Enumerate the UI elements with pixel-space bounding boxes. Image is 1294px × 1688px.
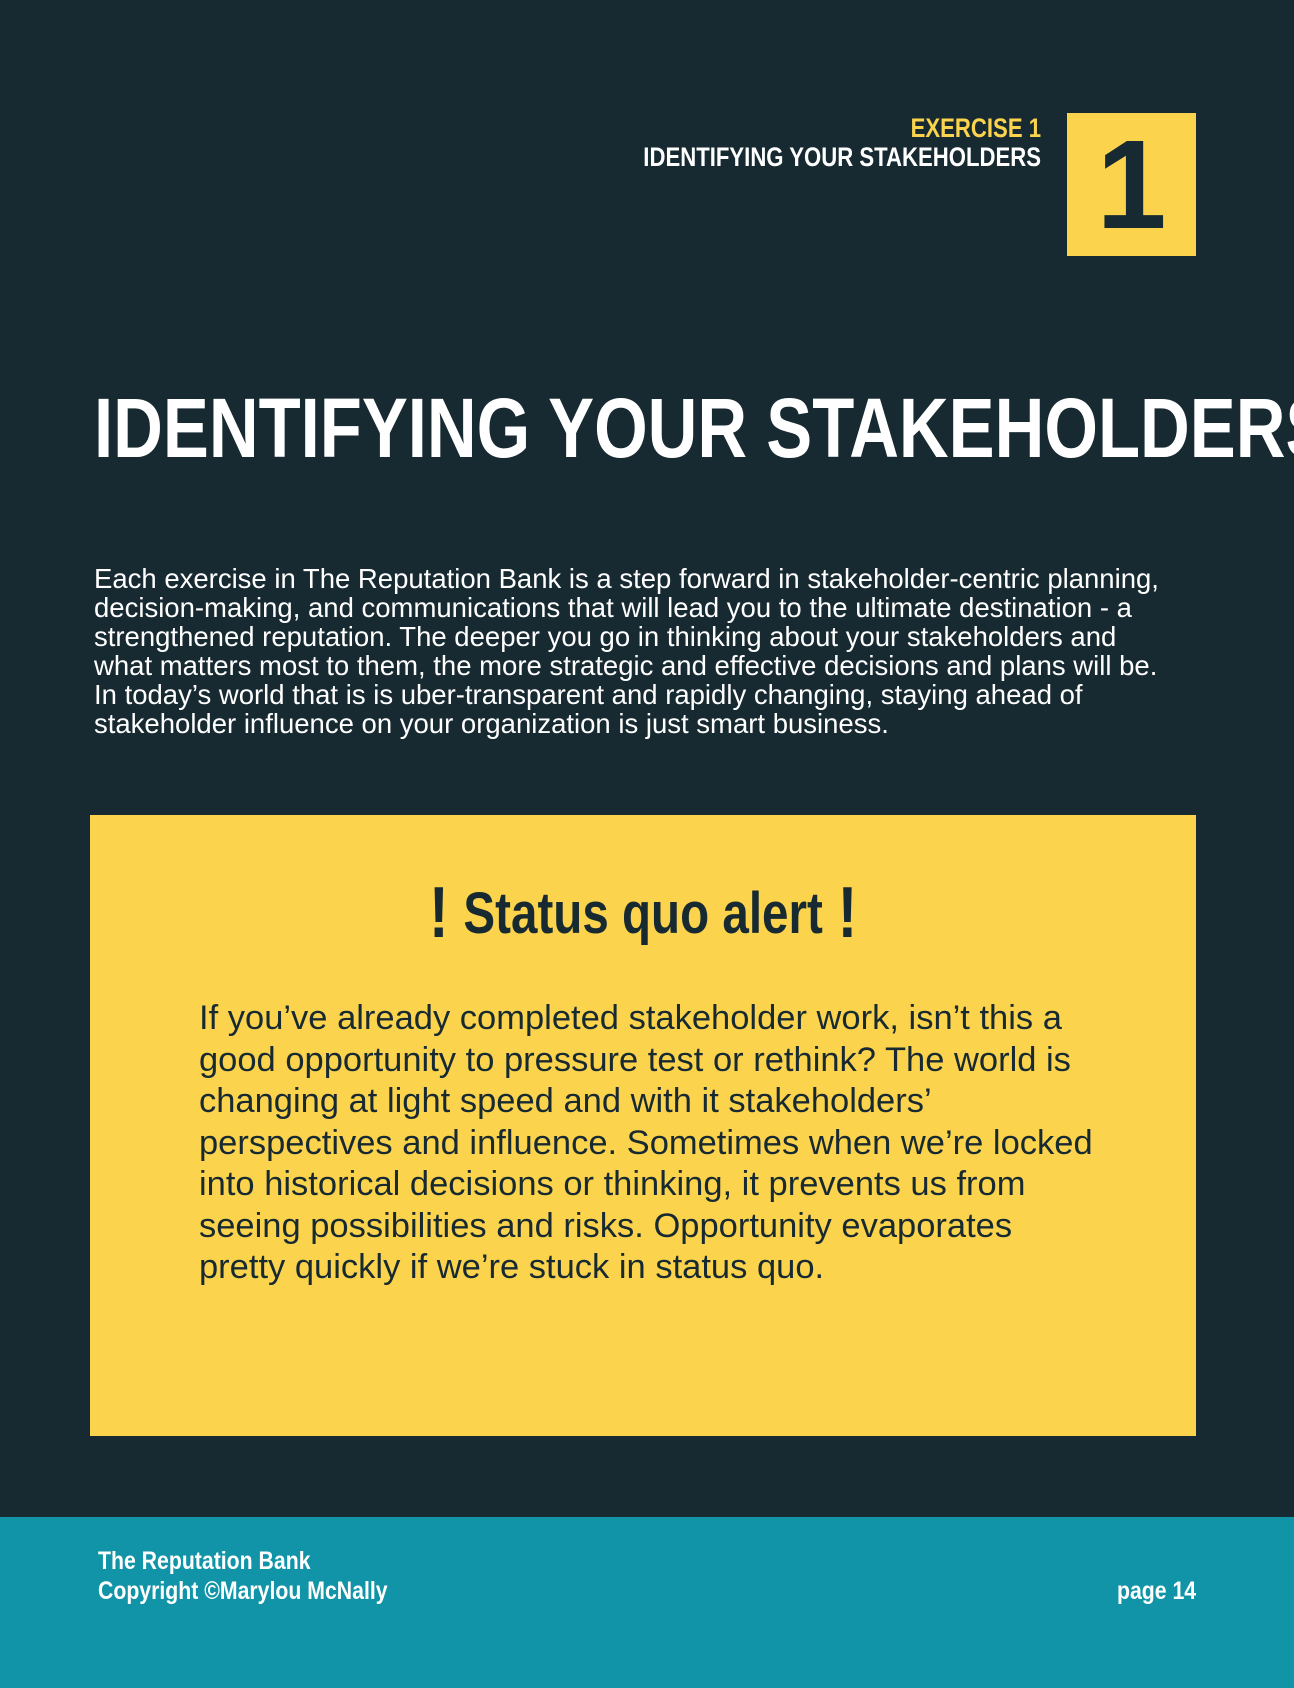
exercise-header: EXERCISE 1 IDENTIFYING YOUR STAKEHOLDERS (643, 114, 1041, 172)
exclamation-icon-left: ! (428, 873, 449, 953)
page-title: IDENTIFYING YOUR STAKEHOLDERS (94, 381, 1294, 475)
page-body: EXERCISE 1 IDENTIFYING YOUR STAKEHOLDERS… (90, 113, 1294, 1436)
status-quo-alert-box: ! Status quo alert! If you’ve already com… (90, 815, 1196, 1436)
exclamation-icon-right: ! (837, 873, 858, 953)
footer-credits: The Reputation Bank Copyright ©Marylou M… (98, 1546, 388, 1606)
footer-book-title: The Reputation Bank (98, 1547, 311, 1575)
intro-paragraph: Each exercise in The Reputation Bank is … (94, 563, 1159, 739)
exercise-number-badge: 1 (1067, 113, 1196, 256)
page-number: page 14 (1116, 1577, 1196, 1605)
alert-heading-text: Status quo alert (463, 881, 823, 946)
alert-heading: ! Status quo alert! (90, 873, 1196, 953)
alert-body-text: If you’ve already completed stakeholder … (199, 999, 1093, 1286)
footer: The Reputation Bank Copyright ©Marylou M… (0, 1517, 1294, 1688)
footer-copyright: Copyright ©Marylou McNally (98, 1577, 388, 1605)
exercise-title: IDENTIFYING YOUR STAKEHOLDERS (643, 142, 1041, 172)
exercise-label: EXERCISE 1 (910, 113, 1041, 143)
